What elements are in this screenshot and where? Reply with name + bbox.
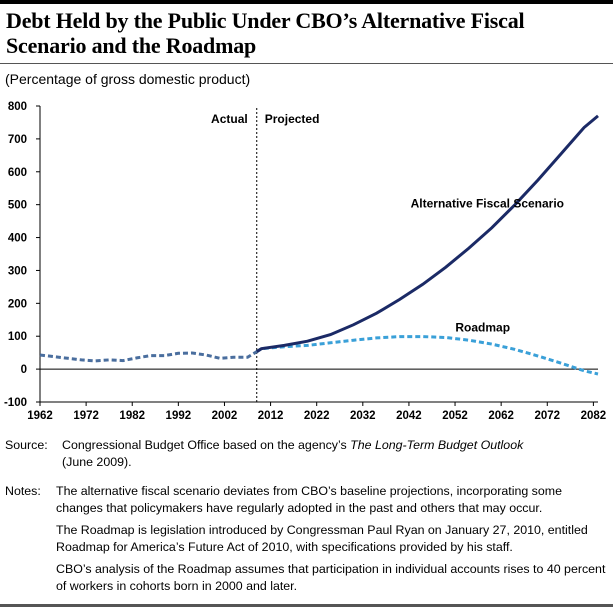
x-tick-label: 2072 xyxy=(534,410,560,422)
x-tick-label: 2032 xyxy=(350,410,376,422)
title-rule xyxy=(0,63,613,64)
note-paragraph-3: CBO’s analysis of the Roadmap assumes th… xyxy=(56,562,606,593)
source-italic: The Long-Term Budget Outlook xyxy=(350,438,524,452)
roadmap-series-line xyxy=(255,335,599,376)
x-tick-label: 1962 xyxy=(27,410,53,422)
y-tick-label: 400 xyxy=(8,233,27,245)
title-line-1: Debt Held by the Public Under CBO’s Alte… xyxy=(6,8,525,33)
y-tick-label: 800 xyxy=(8,101,27,113)
y-tick-label: 300 xyxy=(8,265,27,277)
actual-label: Actual xyxy=(211,112,248,126)
x-tick-label: 2052 xyxy=(442,410,468,422)
y-tick-label: -100 xyxy=(4,397,27,409)
top-rule xyxy=(0,0,613,4)
y-tick-label: 700 xyxy=(8,134,27,146)
source-text: Congressional Budget Office based on the… xyxy=(62,438,351,452)
x-tick-label: 2042 xyxy=(396,410,422,422)
chart-subtitle: (Percentage of gross domestic product) xyxy=(5,71,251,87)
actual-history-line xyxy=(39,350,258,363)
x-tick-label: 2082 xyxy=(581,410,607,422)
alternative-series-label: Alternative Fiscal Scenario xyxy=(411,196,564,210)
y-tick-label: 200 xyxy=(8,298,27,310)
x-tick-label: 1982 xyxy=(119,410,145,422)
x-tick-label: 1972 xyxy=(73,410,99,422)
note-paragraph-2: The Roadmap is legislation introduced by… xyxy=(56,523,588,554)
x-tick-label: 2012 xyxy=(258,410,284,422)
notes-block: Notes: The alternative fiscal scenario d… xyxy=(5,483,610,600)
alternative-fiscal-scenario-line xyxy=(255,114,599,353)
y-tick-label: 600 xyxy=(8,167,27,179)
title-line-2: Scenario and the Roadmap xyxy=(6,33,257,58)
x-tick-label: 1992 xyxy=(166,410,192,422)
bottom-rule xyxy=(0,604,613,607)
roadmap-series-label: Roadmap xyxy=(455,320,510,334)
x-tick-label: 2002 xyxy=(212,410,238,422)
y-tick-label: 0 xyxy=(21,364,27,376)
projected-label: Projected xyxy=(265,112,320,126)
source-date: (June 2009). xyxy=(62,455,132,469)
notes-label: Notes: xyxy=(5,484,41,498)
chart-title: Debt Held by the Public Under CBO’s Alte… xyxy=(6,8,606,58)
source-block: Source: Congressional Budget Office base… xyxy=(5,437,605,471)
source-label: Source: xyxy=(5,438,48,452)
note-paragraph-1: The alternative fiscal scenario deviates… xyxy=(56,484,562,515)
x-tick-label: 2022 xyxy=(304,410,330,422)
x-tick-label: 2062 xyxy=(488,410,514,422)
y-tick-label: 500 xyxy=(8,200,27,212)
chart-area: -100 0 100 200 300 400 500 600 700 800 1962 1972 198… xyxy=(4,101,607,422)
y-tick-label: 100 xyxy=(8,331,27,343)
